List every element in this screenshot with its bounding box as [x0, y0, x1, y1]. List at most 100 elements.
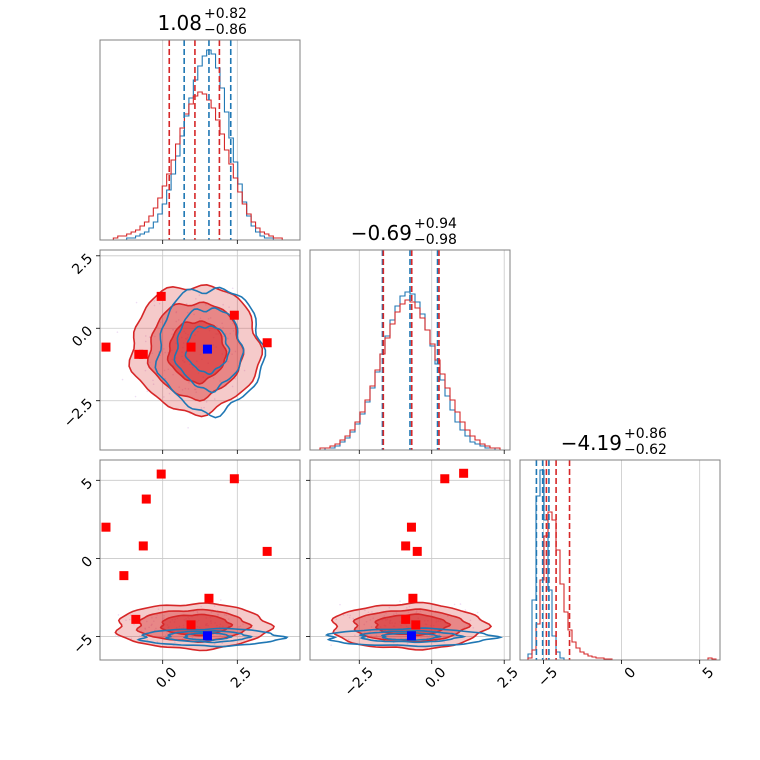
sample-point — [213, 605, 216, 607]
sample-point — [400, 637, 402, 640]
marker-layer — [101, 291, 469, 641]
red-square-marker — [401, 614, 411, 624]
blue-contour-line — [380, 632, 443, 641]
red-square-marker — [101, 522, 111, 532]
sample-point — [453, 635, 456, 638]
red-square-marker — [401, 541, 411, 551]
blue-histogram — [100, 49, 300, 240]
pair-panel-frame — [309, 459, 511, 661]
sample-point — [467, 624, 469, 627]
red-square-marker — [262, 546, 272, 556]
sample-point — [330, 644, 332, 646]
sample-point — [375, 634, 378, 637]
sample-point — [148, 626, 150, 629]
sample-point — [175, 320, 178, 323]
panel-title: −0.69 +0.94−0.98 — [351, 216, 457, 248]
sample-point — [406, 606, 408, 609]
sample-point — [227, 618, 230, 620]
sample-point — [144, 628, 147, 630]
sample-point — [216, 325, 218, 327]
sample-point — [191, 636, 194, 639]
sample-point — [171, 333, 173, 336]
sample-point — [153, 304, 156, 307]
blue-contour-line — [358, 629, 467, 644]
sample-point — [161, 353, 164, 355]
sample-point — [178, 386, 181, 388]
sample-point — [406, 642, 409, 645]
sample-point — [420, 636, 422, 638]
red-square-marker — [101, 342, 111, 352]
pair-panel-frame — [99, 459, 301, 661]
sample-point — [407, 611, 410, 613]
sample-point — [216, 614, 219, 616]
title-value: −4.19 — [561, 431, 622, 455]
sample-point — [187, 388, 190, 390]
sample-point — [339, 603, 341, 606]
title-value: 1.08 — [157, 11, 202, 35]
y-tick-label: 0 — [79, 553, 97, 571]
sample-point — [221, 642, 224, 645]
sample-point — [238, 625, 240, 628]
sample-point — [408, 605, 411, 608]
sample-point — [164, 377, 166, 380]
blue-contour-line — [173, 306, 245, 394]
sample-point — [151, 352, 154, 355]
sample-point — [415, 636, 418, 639]
sample-point — [453, 603, 456, 606]
title-upper-error: +0.94 — [414, 216, 457, 232]
sample-point — [200, 605, 202, 608]
red-square-marker — [119, 571, 129, 581]
sample-point — [224, 333, 227, 335]
sample-point — [130, 637, 133, 640]
blue-contour-line — [154, 286, 267, 419]
sample-point — [399, 600, 401, 602]
sample-point — [388, 606, 391, 609]
sample-point — [166, 387, 168, 390]
sample-point — [188, 381, 190, 384]
blue-contour-line — [182, 632, 234, 642]
sample-point — [163, 617, 165, 619]
sample-point — [223, 614, 226, 616]
sample-point — [464, 609, 467, 611]
sample-point — [168, 392, 171, 395]
sample-point — [151, 616, 153, 619]
x-tick-label: 0.0 — [153, 664, 180, 691]
x-tick-label: 0.0 — [422, 664, 449, 691]
sample-point — [193, 313, 195, 316]
sample-point — [159, 321, 162, 323]
diagonal-panel-frame — [519, 459, 721, 661]
sample-point — [228, 306, 230, 308]
sample-point — [226, 610, 228, 612]
x-tick-label: 2.5 — [228, 664, 255, 691]
sample-point — [163, 369, 166, 372]
sample-point — [196, 611, 199, 613]
sample-point — [203, 406, 205, 409]
sample-point — [155, 616, 157, 619]
sample-point — [195, 391, 197, 393]
blue-contour-line — [164, 629, 253, 644]
sample-point — [222, 303, 224, 306]
sample-point — [138, 635, 141, 637]
sample-point — [415, 611, 418, 614]
panel-title: −4.19 +0.86−0.62 — [561, 426, 667, 458]
red-square-marker — [262, 338, 272, 348]
sample-point — [364, 631, 366, 634]
sample-point — [252, 627, 254, 629]
red-square-marker — [141, 494, 151, 504]
sample-point — [225, 614, 228, 616]
red-square-marker — [440, 474, 450, 484]
sample-point — [367, 611, 370, 614]
title-value: −0.69 — [351, 221, 412, 245]
sample-point — [193, 305, 196, 307]
sample-point — [239, 625, 242, 627]
sample-point — [172, 373, 174, 376]
sample-point — [197, 384, 200, 386]
sample-point — [354, 634, 356, 637]
sample-point — [153, 300, 156, 302]
sample-point — [243, 369, 246, 372]
sample-point — [476, 611, 479, 614]
sample-point — [156, 614, 158, 616]
red-square-marker — [186, 342, 196, 352]
blue-square-marker — [202, 344, 212, 354]
